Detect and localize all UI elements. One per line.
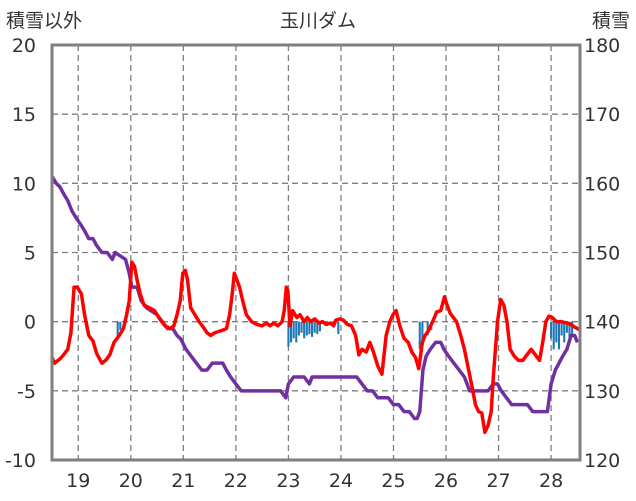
snowfall-bar	[297, 321, 300, 336]
snowfall-bar	[116, 321, 119, 340]
snowfall-bar	[300, 321, 303, 333]
snowfall-bar	[552, 321, 555, 350]
snowfall-bar	[565, 321, 568, 333]
left-tick-label: 10	[12, 173, 36, 195]
left-tick-label: 15	[12, 104, 36, 126]
snowfall-bar	[418, 321, 421, 350]
x-tick-label: 19	[66, 470, 90, 492]
snowfall-bar	[318, 321, 321, 332]
right-tick-label: 120	[584, 450, 620, 472]
x-tick-label: 27	[486, 470, 510, 492]
right-tick-label: 170	[584, 104, 620, 126]
x-tick-label: 23	[276, 470, 300, 492]
left-tick-label: 5	[24, 243, 36, 265]
snowfall-bar	[292, 321, 295, 339]
snowfall-bar	[308, 321, 311, 335]
snowfall-bar	[119, 321, 122, 330]
purple-series-line	[50, 175, 580, 421]
plot-area-border	[50, 43, 582, 462]
snowfall-bar	[563, 321, 566, 343]
left-tick-label: 20	[12, 35, 36, 57]
snowfall-bar	[287, 321, 290, 347]
x-tick-label: 26	[434, 470, 458, 492]
snowfall-bar	[311, 321, 314, 337]
snowfall-bar	[560, 321, 563, 336]
snowfall-bar	[313, 321, 316, 333]
series-lines	[50, 175, 581, 435]
right-axis-label: 積雪	[592, 10, 630, 32]
x-tick-label: 24	[329, 470, 353, 492]
snowfall-bar	[295, 321, 298, 343]
right-tick-label: 160	[584, 173, 620, 195]
x-tick-label: 20	[119, 470, 143, 492]
snowfall-bar	[568, 321, 571, 339]
snowfall-bar	[337, 321, 340, 335]
snowfall-bar	[305, 321, 308, 336]
right-tick-label: 180	[584, 35, 620, 57]
right-tick-label: 130	[584, 381, 620, 403]
right-tick-label: 150	[584, 243, 620, 265]
snowfall-bar	[303, 321, 306, 339]
left-axis-label: 積雪以外	[6, 10, 82, 32]
red-series-line	[50, 260, 581, 435]
left-tick-label: -5	[17, 381, 36, 403]
snowfall-bar	[421, 321, 424, 346]
x-tick-label: 25	[381, 470, 405, 492]
snowfall-bar	[557, 321, 561, 350]
chart-title: 玉川ダム	[280, 10, 356, 32]
snowfall-bar	[289, 321, 293, 343]
grid-lines	[52, 45, 580, 460]
x-tick-label: 28	[539, 470, 563, 492]
snowfall-bar	[555, 321, 558, 343]
left-tick-label: 0	[24, 312, 36, 334]
x-tick-label: 22	[224, 470, 248, 492]
x-tick-label: 21	[171, 470, 195, 492]
snowfall-bar	[571, 321, 574, 336]
tick-labels: 20 15 10 5 0 -5 -10 180 170 160 150 140 130 120 19 20 21…	[5, 35, 620, 492]
left-tick-label: -10	[5, 450, 36, 472]
snowfall-bar	[550, 321, 553, 339]
right-tick-label: 140	[584, 312, 620, 334]
snowfall-bar	[316, 321, 319, 335]
